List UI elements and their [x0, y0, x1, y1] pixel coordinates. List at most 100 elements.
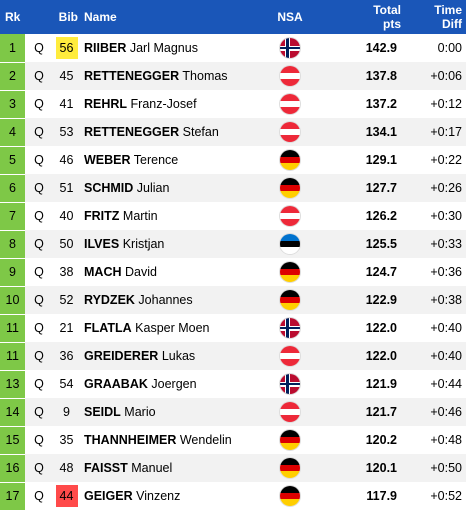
time-diff-cell: +0:44 — [430, 377, 462, 391]
time-diff-cell: +0:06 — [430, 69, 462, 83]
athlete-last-name[interactable]: RETTENEGGER — [84, 69, 180, 83]
athlete-name-cell[interactable]: RIIBER Jarl Magnus — [80, 34, 250, 62]
table-row[interactable]: 16 Q 48 FAISST Manuel 120.1 +0:50 — [0, 454, 466, 483]
table-row[interactable]: 4 Q 53 RETTENEGGER Stefan 134.1 +0:17 — [0, 118, 466, 147]
qualified-marker: Q — [34, 153, 44, 167]
athlete-name-cell[interactable]: RETTENEGGER Thomas — [80, 62, 250, 90]
bib-cell: 45 — [53, 62, 80, 90]
bib-number: 36 — [59, 349, 74, 363]
rank-cell: 11 — [0, 342, 25, 371]
athlete-first-name[interactable]: Joergen — [151, 377, 197, 391]
athlete-name-cell[interactable]: FRITZ Martin — [80, 202, 250, 230]
header-name[interactable]: Name — [84, 10, 117, 24]
austria-flag-icon — [280, 66, 300, 86]
athlete-first-name[interactable]: Jarl Magnus — [129, 41, 198, 55]
bib-number: 35 — [59, 433, 74, 447]
header-rank[interactable]: Rk — [5, 10, 21, 24]
header-total-points[interactable]: Total pts — [330, 0, 405, 34]
table-row[interactable]: 2 Q 45 RETTENEGGER Thomas 137.8 +0:06 — [0, 62, 466, 91]
athlete-first-name[interactable]: Manuel — [131, 461, 173, 475]
table-row[interactable]: 11 Q 36 GREIDERER Lukas 122.0 +0:40 — [0, 342, 466, 371]
athlete-name-cell[interactable]: RETTENEGGER Stefan — [80, 118, 250, 146]
athlete-name-cell[interactable]: ILVES Kristjan — [80, 230, 250, 258]
table-row[interactable]: 13 Q 54 GRAABAK Joergen 121.9 +0:44 — [0, 370, 466, 399]
rank-cell: 7 — [0, 202, 25, 231]
athlete-name-cell[interactable]: GEIGER Vinzenz — [80, 482, 250, 510]
bib-number: 50 — [59, 237, 74, 251]
athlete-name-cell[interactable]: FLATLA Kasper Moen — [80, 314, 250, 342]
table-row[interactable]: 1 Q 56 RIIBER Jarl Magnus 142.9 0:00 — [0, 34, 466, 63]
table-row[interactable]: 3 Q 41 REHRL Franz-Josef 137.2 +0:12 — [0, 90, 466, 119]
athlete-last-name[interactable]: FLATLA — [84, 321, 132, 335]
athlete-name-cell[interactable]: REHRL Franz-Josef — [80, 90, 250, 118]
athlete-first-name[interactable]: Martin — [122, 209, 158, 223]
athlete-first-name[interactable]: Franz-Josef — [130, 97, 197, 111]
header-time-diff[interactable]: Time Diff — [405, 0, 466, 34]
table-row[interactable]: 10 Q 52 RYDZEK Johannes 122.9 +0:38 — [0, 286, 466, 315]
bib-cell: 35 — [53, 426, 80, 454]
nsa-cell — [250, 230, 330, 258]
athlete-last-name[interactable]: SCHMID — [84, 181, 134, 195]
athlete-last-name[interactable]: SEIDL — [84, 405, 121, 419]
athlete-name-cell[interactable]: SCHMID Julian — [80, 174, 250, 202]
athlete-last-name[interactable]: RYDZEK — [84, 293, 135, 307]
athlete-first-name[interactable]: Julian — [136, 181, 170, 195]
germany-flag-icon — [280, 486, 300, 506]
athlete-name-cell[interactable]: FAISST Manuel — [80, 454, 250, 482]
athlete-name-cell[interactable]: GRAABAK Joergen — [80, 370, 250, 398]
athlete-first-name[interactable]: Mario — [124, 405, 156, 419]
athlete-last-name[interactable]: GEIGER — [84, 489, 133, 503]
time-diff-cell: +0:22 — [430, 153, 462, 167]
results-body: 1 Q 56 RIIBER Jarl Magnus 142.9 0:00 2 Q 45 RETTE… — [0, 34, 466, 511]
nsa-cell — [250, 426, 330, 454]
athlete-name-cell[interactable]: WEBER Terence — [80, 146, 250, 174]
bib-cell: 48 — [53, 454, 80, 482]
bib-cell: 40 — [53, 202, 80, 230]
header-bib[interactable]: Bib — [58, 10, 78, 24]
athlete-first-name[interactable]: Thomas — [182, 69, 228, 83]
table-row[interactable]: 6 Q 51 SCHMID Julian 127.7 +0:26 — [0, 174, 466, 203]
table-row[interactable]: 5 Q 46 WEBER Terence 129.1 +0:22 — [0, 146, 466, 175]
athlete-first-name[interactable]: Johannes — [138, 293, 193, 307]
athlete-last-name[interactable]: GRAABAK — [84, 377, 148, 391]
header-nsa[interactable]: NSA — [277, 10, 303, 24]
athlete-last-name[interactable]: FRITZ — [84, 209, 120, 223]
bib-cell: 44 — [53, 482, 80, 510]
athlete-name-cell[interactable]: THANNHEIMER Wendelin — [80, 426, 250, 454]
athlete-name-cell[interactable]: GREIDERER Lukas — [80, 342, 250, 370]
athlete-last-name[interactable]: MACH — [84, 265, 122, 279]
rank-cell: 2 — [0, 62, 25, 91]
table-row[interactable]: 9 Q 38 MACH David 124.7 +0:36 — [0, 258, 466, 287]
athlete-last-name[interactable]: REHRL — [84, 97, 128, 111]
athlete-last-name[interactable]: WEBER — [84, 153, 131, 167]
athlete-name-cell[interactable]: MACH David — [80, 258, 250, 286]
bib-number: 21 — [59, 321, 74, 335]
athlete-first-name[interactable]: Stefan — [182, 125, 219, 139]
athlete-name-cell[interactable]: SEIDL Mario — [80, 398, 250, 426]
athlete-first-name[interactable]: Kristjan — [122, 237, 165, 251]
table-row[interactable]: 14 Q 9 SEIDL Mario 121.7 +0:46 — [0, 398, 466, 427]
athlete-last-name[interactable]: GREIDERER — [84, 349, 159, 363]
athlete-first-name[interactable]: Lukas — [161, 349, 196, 363]
table-row[interactable]: 15 Q 35 THANNHEIMER Wendelin 120.2 +0:48 — [0, 426, 466, 455]
bib-cell: 38 — [53, 258, 80, 286]
athlete-last-name[interactable]: FAISST — [84, 461, 128, 475]
athlete-first-name[interactable]: Terence — [133, 153, 179, 167]
athlete-first-name[interactable]: David — [124, 265, 157, 279]
table-row[interactable]: 17 Q 44 GEIGER Vinzenz 117.9 +0:52 — [0, 482, 466, 511]
rank-cell: 9 — [0, 258, 25, 287]
athlete-first-name[interactable]: Vinzenz — [136, 489, 181, 503]
athlete-last-name[interactable]: THANNHEIMER — [84, 433, 177, 447]
athlete-last-name[interactable]: RIIBER — [84, 41, 127, 55]
total-points-cell: 120.1 — [365, 461, 397, 475]
athlete-last-name[interactable]: ILVES — [84, 237, 120, 251]
total-points-cell: 142.9 — [365, 41, 397, 55]
table-row[interactable]: 11 Q 21 FLATLA Kasper Moen 122.0 +0:40 — [0, 314, 466, 343]
athlete-last-name[interactable]: RETTENEGGER — [84, 125, 180, 139]
athlete-name-cell[interactable]: RYDZEK Johannes — [80, 286, 250, 314]
nsa-cell — [250, 34, 330, 62]
table-row[interactable]: 7 Q 40 FRITZ Martin 126.2 +0:30 — [0, 202, 466, 231]
athlete-first-name[interactable]: Wendelin — [179, 433, 232, 447]
table-row[interactable]: 8 Q 50 ILVES Kristjan 125.5 +0:33 — [0, 230, 466, 259]
athlete-first-name[interactable]: Kasper Moen — [135, 321, 210, 335]
